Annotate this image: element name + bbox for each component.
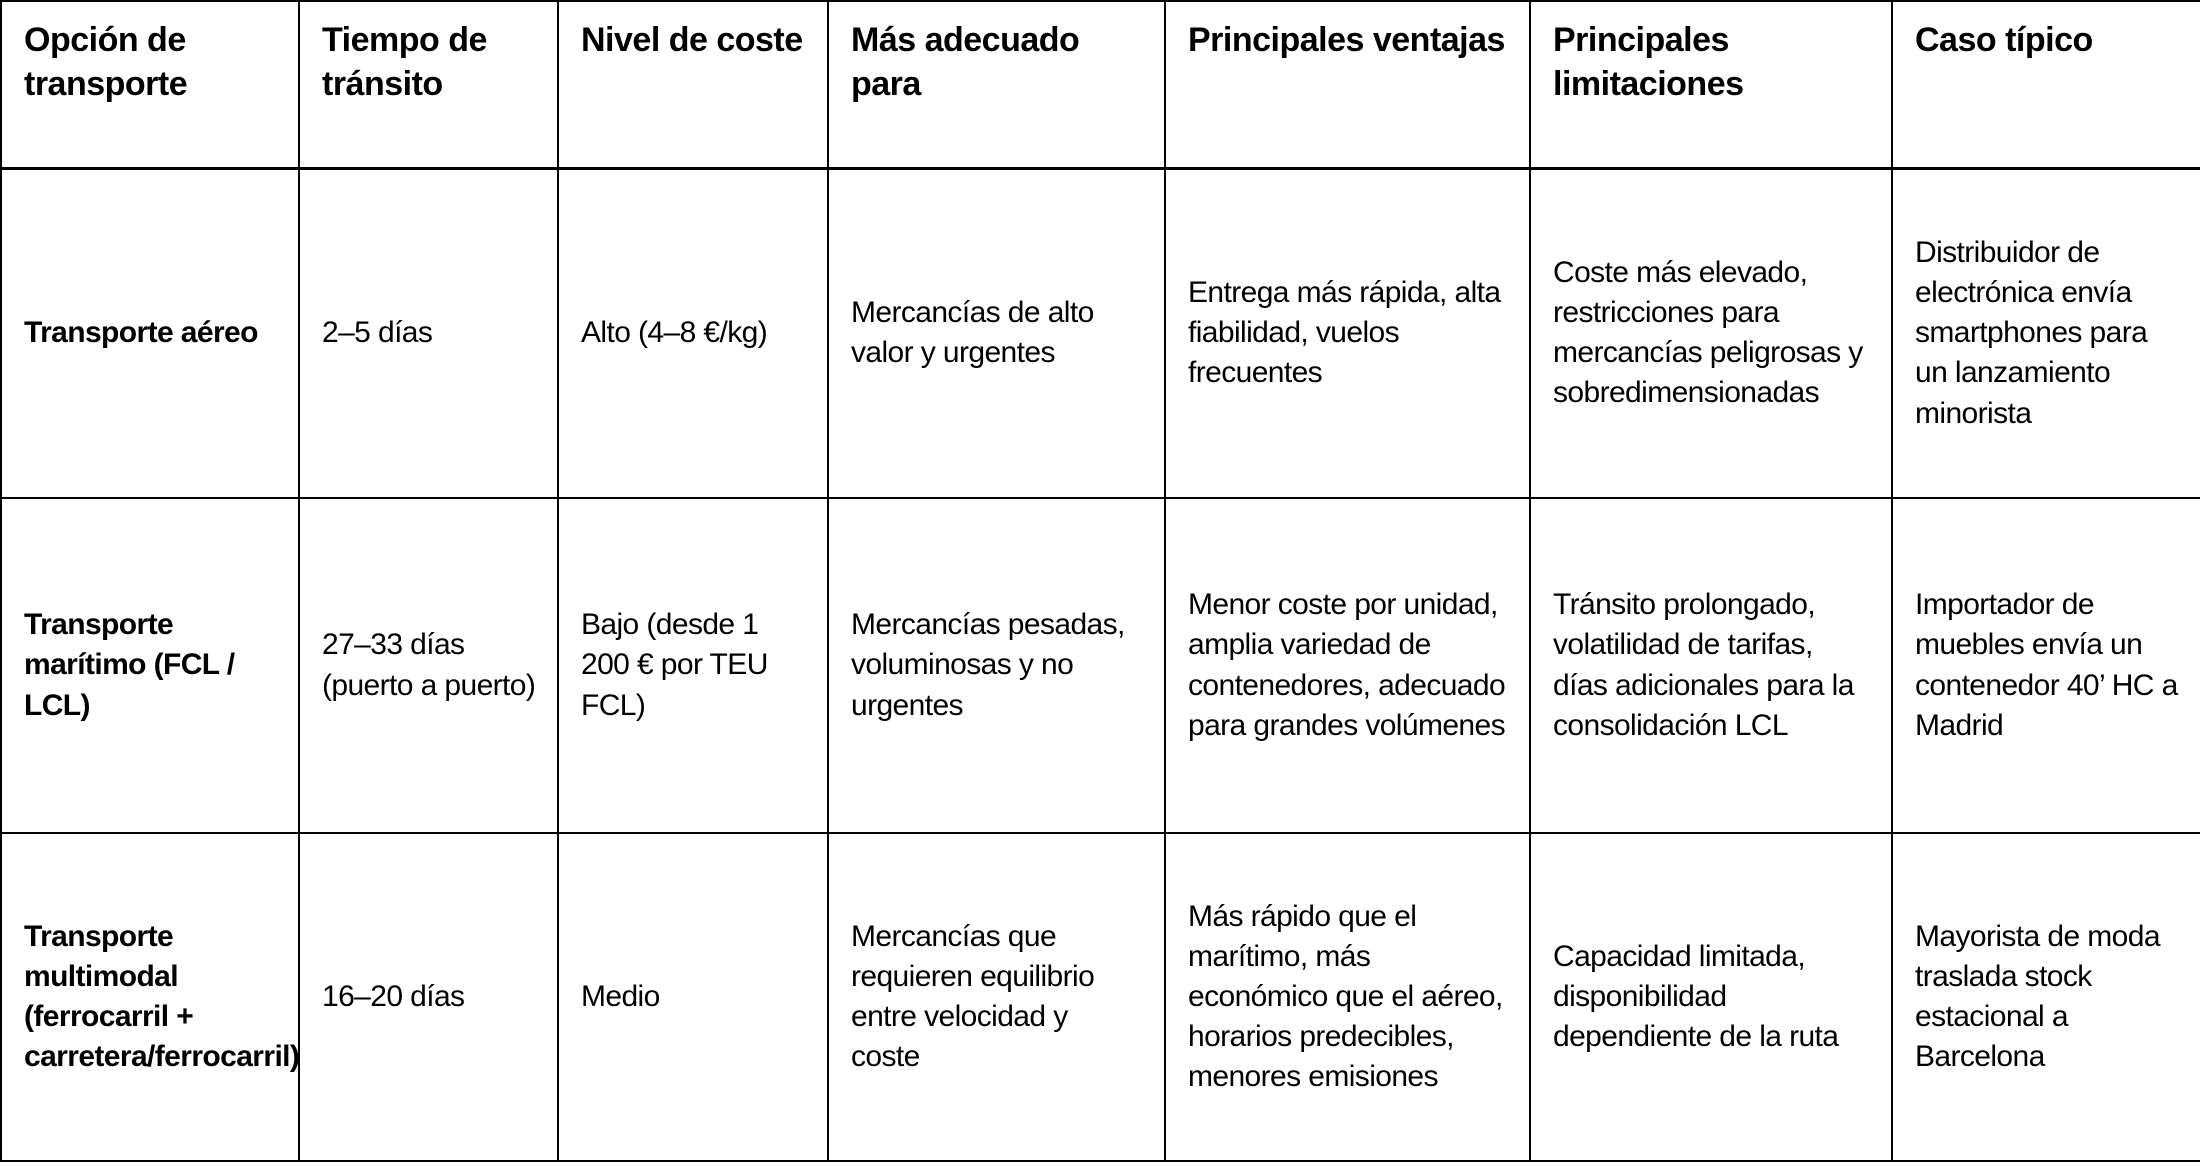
table-row-sea-freight: Transporte marítimo (FCL / LCL) 27–33 dí… (0, 497, 2200, 834)
cell-air-best-for: Mercancías de alto valor y urgentes (827, 167, 1166, 499)
col-header-cost-level: Nivel de coste (557, 0, 829, 170)
cell-sea-transit-time: 27–33 días (puerto a puerto) (298, 497, 559, 834)
table-row-multimodal: Transporte multimodal (ferrocarril + car… (0, 832, 2200, 1162)
cell-multimodal-cost-level: Medio (557, 832, 829, 1162)
col-header-main-limitations: Principales limitaciones (1529, 0, 1893, 170)
cell-multimodal-transit-time: 16–20 días (298, 832, 559, 1162)
col-header-best-for: Más adecuado para (827, 0, 1166, 170)
cell-multimodal-advantages: Más rápido que el marítimo, más económic… (1164, 832, 1531, 1162)
cell-multimodal-option: Transporte multimodal (ferrocarril + car… (0, 832, 300, 1162)
cell-air-typical-case: Distribuidor de electrónica envía smartp… (1891, 167, 2200, 499)
cell-air-limitations: Coste más elevado, restricciones para me… (1529, 167, 1893, 499)
cell-air-advantages: Entrega más rápida, alta fiabilidad, vue… (1164, 167, 1531, 499)
cell-multimodal-limitations: Capacidad limitada, disponibilidad depen… (1529, 832, 1893, 1162)
col-header-main-advantages: Principales ventajas (1164, 0, 1531, 170)
col-header-transport-option: Opción de transporte (0, 0, 300, 170)
cell-sea-advantages: Menor coste por unidad, amplia variedad … (1164, 497, 1531, 834)
col-header-typical-case: Caso típico (1891, 0, 2200, 170)
cell-sea-limitations: Tránsito prolongado, volatilidad de tari… (1529, 497, 1893, 834)
cell-sea-option: Transporte marítimo (FCL / LCL) (0, 497, 300, 834)
col-header-transit-time: Tiempo de tránsito (298, 0, 559, 170)
cell-sea-typical-case: Importador de muebles envía un contenedo… (1891, 497, 2200, 834)
cell-multimodal-typical-case: Mayorista de moda traslada stock estacio… (1891, 832, 2200, 1162)
cell-air-cost-level: Alto (4–8 €/kg) (557, 167, 829, 499)
cell-multimodal-best-for: Mercancías que requieren equilibrio entr… (827, 832, 1166, 1162)
cell-air-transit-time: 2–5 días (298, 167, 559, 499)
cell-air-option: Transporte aéreo (0, 167, 300, 499)
header-row: Opción de transporte Tiempo de tránsito … (0, 0, 2200, 170)
cell-sea-cost-level: Bajo (desde 1 200 € por TEU FCL) (557, 497, 829, 834)
table-row-air-freight: Transporte aéreo 2–5 días Alto (4–8 €/kg… (0, 167, 2200, 499)
cell-sea-best-for: Mercancías pesadas, voluminosas y no urg… (827, 497, 1166, 834)
